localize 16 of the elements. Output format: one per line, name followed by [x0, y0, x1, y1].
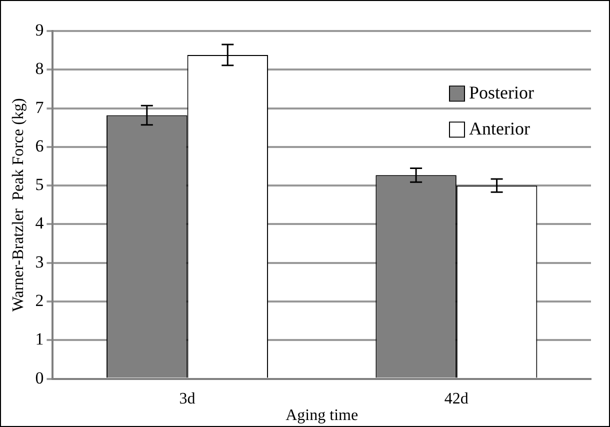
y-tick-label: 4 [35, 214, 44, 233]
x-tick-label: 3d [179, 390, 196, 408]
legend-label: Anterior [469, 118, 530, 138]
x-axis-title: Aging time [286, 407, 358, 424]
legend-label: Posterior [469, 82, 534, 102]
x-tick-label: 42d [444, 390, 468, 408]
y-tick-label: 6 [35, 136, 44, 156]
y-tick-label: 7 [35, 98, 44, 117]
y-tick-label: 0 [35, 368, 44, 388]
y-tick-label: 2 [35, 290, 44, 310]
y-tick-label: 1 [35, 330, 44, 349]
y-tick-label: 3 [35, 252, 44, 272]
y-tick-label: 5 [35, 175, 44, 194]
y-tick-label: 9 [35, 20, 44, 40]
y-tick-label: 8 [35, 59, 44, 78]
y-axis-title: Warner-Bratzler Peak Force (kg) [10, 98, 27, 312]
